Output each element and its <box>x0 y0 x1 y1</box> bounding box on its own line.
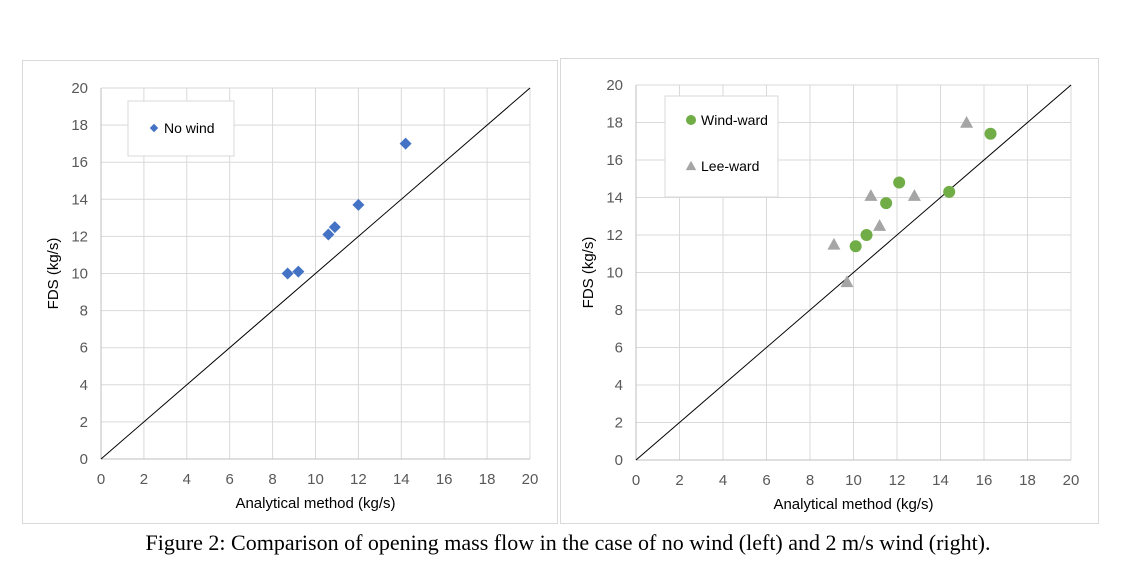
x-tick-label: 6 <box>226 471 234 488</box>
x-tick-label: 2 <box>140 471 148 488</box>
x-tick-label: 16 <box>436 471 453 488</box>
legend-box <box>664 95 779 198</box>
y-tick-label: 18 <box>71 117 88 134</box>
x-tick-label: 10 <box>307 471 324 488</box>
data-point <box>292 265 305 278</box>
data-point <box>984 127 997 140</box>
data-point <box>960 116 974 128</box>
data-point <box>880 197 893 210</box>
x-tick-label: 0 <box>632 472 640 489</box>
x-tick-label: 18 <box>479 471 496 488</box>
y-tick-label: 6 <box>615 340 623 357</box>
y-tick-label: 14 <box>71 191 88 208</box>
y-tick-label: 0 <box>80 451 88 468</box>
x-tick-label: 20 <box>1063 472 1080 489</box>
scatter-chart-wind: 0 2 4 6 8 10 12 14 16 18 20 0 2 4 6 8 10 12 14 16 18 20 Analyt… <box>580 77 1080 513</box>
x-tick-label: 10 <box>845 472 862 489</box>
x-tick-label: 8 <box>806 472 814 489</box>
x-tick-label: 14 <box>393 471 410 488</box>
data-point <box>849 240 862 253</box>
y-axis-title: FDS (kg/s) <box>580 237 597 309</box>
y-tick-label: 6 <box>80 340 88 357</box>
y-tick-label: 10 <box>71 266 88 283</box>
data-point <box>399 137 412 150</box>
x-axis-title: Analytical method (kg/s) <box>773 496 933 513</box>
x-tick-label: 2 <box>675 472 683 489</box>
legend-marker <box>149 123 159 133</box>
data-point <box>840 275 854 288</box>
reference-line <box>635 84 1072 461</box>
y-tick-label: 0 <box>615 452 623 469</box>
data-point <box>873 219 887 231</box>
y-tick-label: 2 <box>80 414 88 431</box>
y-tick-label: 8 <box>80 303 88 320</box>
x-tick-label: 4 <box>183 471 191 488</box>
y-tick-label: 16 <box>606 152 623 169</box>
x-tick-label: 16 <box>976 472 993 489</box>
y-tick-label: 2 <box>615 415 623 432</box>
data-point <box>322 228 335 241</box>
x-tick-label: 0 <box>97 471 105 488</box>
legend-label: No wind <box>164 120 215 136</box>
y-tick-label: 14 <box>606 190 623 207</box>
x-tick-label: 6 <box>762 472 770 489</box>
legend-label: Lee-ward <box>701 158 759 174</box>
legend-marker <box>685 160 697 171</box>
legend-marker <box>686 115 696 125</box>
x-tick-label: 20 <box>522 471 539 488</box>
y-tick-label: 16 <box>71 154 88 171</box>
data-point <box>352 198 365 211</box>
data-point <box>864 189 878 201</box>
reference-line <box>100 87 531 460</box>
y-tick-label: 12 <box>71 228 88 245</box>
y-tick-label: 18 <box>606 115 623 132</box>
y-tick-label: 10 <box>606 265 623 282</box>
chart-panel-left: 0 2 4 6 8 10 12 14 16 18 20 0 2 4 6 8 10 12 14 16 18 20 Analyt… <box>22 60 558 524</box>
data-point <box>907 189 921 201</box>
y-tick-label: 20 <box>71 80 88 97</box>
x-tick-label: 12 <box>350 471 367 488</box>
y-tick-label: 12 <box>606 227 623 244</box>
chart-panel-right: 0 2 4 6 8 10 12 14 16 18 20 0 2 4 6 8 10 12 14 16 18 20 Analyt… <box>560 58 1099 524</box>
legend-label: Wind-ward <box>701 112 768 128</box>
figure-caption: Figure 2: Comparison of opening mass flo… <box>145 530 991 555</box>
data-point <box>893 176 906 189</box>
scatter-chart-no-wind: 0 2 4 6 8 10 12 14 16 18 20 0 2 4 6 8 10 12 14 16 18 20 Analyt… <box>45 80 539 512</box>
y-tick-label: 8 <box>615 302 623 319</box>
y-tick-label: 20 <box>606 77 623 94</box>
data-point <box>860 229 873 241</box>
legend-marker-shape <box>686 115 696 125</box>
legend-box <box>127 100 235 157</box>
y-axis-title: FDS (kg/s) <box>45 238 62 310</box>
data-point <box>827 237 841 250</box>
x-axis-title: Analytical method (kg/s) <box>235 495 395 512</box>
data-point <box>281 267 294 280</box>
x-tick-label: 14 <box>932 472 949 489</box>
legend-marker-shape <box>685 160 697 171</box>
x-tick-label: 18 <box>1019 472 1036 489</box>
x-tick-label: 4 <box>719 472 727 489</box>
y-tick-label: 4 <box>615 377 623 394</box>
y-tick-label: 4 <box>80 377 88 394</box>
data-point <box>328 221 341 234</box>
x-tick-label: 8 <box>268 471 276 488</box>
legend-marker-shape <box>149 123 159 133</box>
x-tick-label: 12 <box>889 472 906 489</box>
data-point <box>943 185 956 198</box>
